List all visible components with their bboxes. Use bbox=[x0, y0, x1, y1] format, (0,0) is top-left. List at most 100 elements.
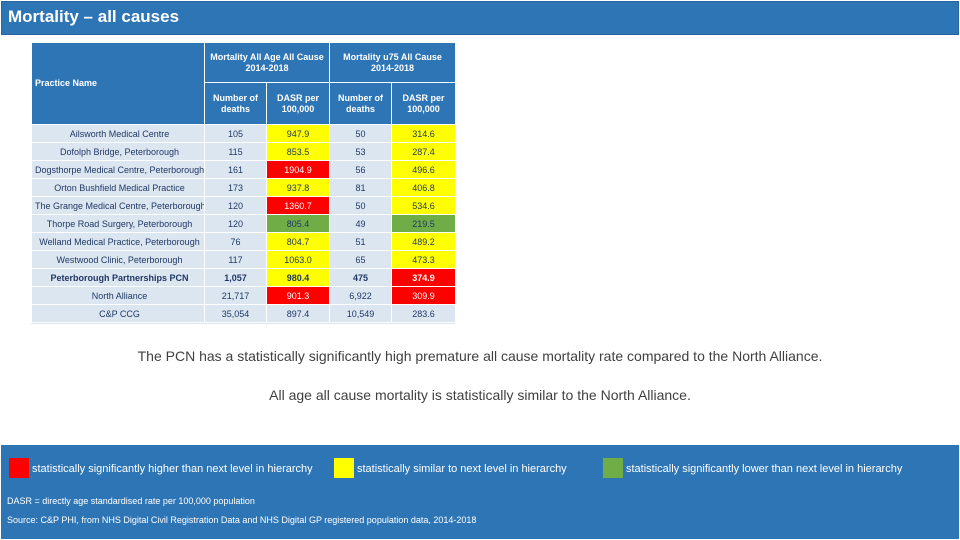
all-dasr-cell: 1360.7 bbox=[266, 196, 330, 215]
u75-dasr-header: DASR per 100,000 bbox=[390, 82, 457, 125]
u75-deaths-cell: 50 bbox=[329, 124, 392, 143]
deaths-header-line2: deaths bbox=[220, 103, 250, 114]
dasr-header-line1: DASR per bbox=[402, 92, 445, 103]
note-all-age-mortality: All age all cause mortality is statistic… bbox=[269, 387, 691, 403]
all-dasr-cell: 897.4 bbox=[266, 304, 330, 323]
table-row: Ailsworth Medical Centre 105 947.9 50 314.6 bbox=[31, 124, 457, 143]
all-deaths-header: Number of deaths bbox=[204, 82, 267, 125]
table-row: Welland Medical Practice, Peterborough 76… bbox=[31, 232, 457, 251]
u75-deaths-cell: 10,549 bbox=[329, 304, 392, 323]
practice-name-cell: Westwood Clinic, Peterborough bbox=[31, 250, 205, 269]
u75-dasr-cell: 314.6 bbox=[390, 124, 457, 143]
u75-deaths-cell: 56 bbox=[329, 160, 392, 179]
mortality-table-container: Practice Name Mortality All Age All Caus… bbox=[31, 42, 457, 324]
legend-yellow-swatch bbox=[334, 458, 354, 478]
table-row: Dogsthorpe Medical Centre, Peterborough 1… bbox=[31, 160, 457, 179]
table-row: Peterborough Partnerships PCN 1,057 980.4 4… bbox=[31, 268, 457, 287]
table-row: Orton Bushfield Medical Practice 173 937.8… bbox=[31, 178, 457, 197]
deaths-header-line2: deaths bbox=[345, 103, 375, 114]
u75-deaths-header: Number of deaths bbox=[329, 82, 392, 125]
title-bar: Mortality – all causes bbox=[1, 1, 959, 35]
practice-name-cell: North Alliance bbox=[31, 286, 205, 305]
u75-deaths-cell: 6,922 bbox=[329, 286, 392, 305]
all-deaths-cell: 117 bbox=[204, 250, 267, 269]
dasr-header-line1: DASR per bbox=[276, 92, 319, 103]
all-deaths-cell: 115 bbox=[204, 142, 267, 161]
all-deaths-cell: 105 bbox=[204, 124, 267, 143]
dasr-header-line2: 100,000 bbox=[407, 103, 440, 114]
u75-dasr-cell: 534.6 bbox=[390, 196, 457, 215]
u75-deaths-cell: 65 bbox=[329, 250, 392, 269]
u75-deaths-cell: 51 bbox=[329, 232, 392, 251]
all-deaths-cell: 173 bbox=[204, 178, 267, 197]
legend-label-higher: statistically significantly higher than … bbox=[32, 463, 313, 475]
practice-name-header: Practice Name bbox=[31, 42, 205, 125]
all-dasr-cell: 937.8 bbox=[266, 178, 330, 197]
all-deaths-cell: 120 bbox=[204, 196, 267, 215]
all-dasr-cell: 853.5 bbox=[266, 142, 330, 161]
legend-red-swatch bbox=[9, 458, 29, 478]
legend-label-similar: statistically similar to next level in h… bbox=[357, 463, 567, 475]
all-deaths-cell: 76 bbox=[204, 232, 267, 251]
u75-deaths-cell: 49 bbox=[329, 214, 392, 233]
all-dasr-cell: 1063.0 bbox=[266, 250, 330, 269]
u75-group-title: Mortality u75 All Cause bbox=[343, 51, 442, 62]
note-premature-mortality: The PCN has a statistically significantl… bbox=[137, 348, 823, 364]
practice-name-cell: Dogsthorpe Medical Centre, Peterborough bbox=[31, 160, 205, 179]
all-age-group-header: Mortality All Age All Cause 2014-2018 bbox=[204, 42, 330, 83]
practice-name-cell: The Grange Medical Centre, Peterborough bbox=[31, 196, 205, 215]
all-deaths-cell: 120 bbox=[204, 214, 267, 233]
all-dasr-cell: 1904.9 bbox=[266, 160, 330, 179]
practice-name-cell: Peterborough Partnerships PCN bbox=[31, 268, 205, 287]
u75-dasr-cell: 406.8 bbox=[390, 178, 457, 197]
all-deaths-cell: 1,057 bbox=[204, 268, 267, 287]
u75-dasr-cell: 496.6 bbox=[390, 160, 457, 179]
table-row: Thorpe Road Surgery, Peterborough 120 805.… bbox=[31, 214, 457, 233]
u75-dasr-cell: 309.9 bbox=[390, 286, 457, 305]
dasr-header-line2: 100,000 bbox=[281, 103, 315, 114]
source-note: Source: C&P PHI, from NHS Digital Civil … bbox=[7, 515, 477, 525]
all-dasr-header: DASR per 100,000 bbox=[266, 82, 330, 125]
all-dasr-cell: 805.4 bbox=[266, 214, 330, 233]
deaths-header-line1: Number of bbox=[213, 92, 258, 103]
all-dasr-cell: 901.3 bbox=[266, 286, 330, 305]
u75-group-period: 2014-2018 bbox=[370, 62, 415, 73]
u75-dasr-cell: 473.3 bbox=[390, 250, 457, 269]
page-title: Mortality – all causes bbox=[8, 7, 180, 26]
u75-deaths-cell: 81 bbox=[329, 178, 392, 197]
legend-panel: statistically significantly higher than … bbox=[1, 445, 959, 539]
table-row: Dofolph Bridge, Peterborough 115 853.5 53 28… bbox=[31, 142, 457, 161]
all-age-group-title: Mortality All Age All Cause bbox=[210, 51, 324, 62]
all-deaths-cell: 21,717 bbox=[204, 286, 267, 305]
practice-name-cell: Orton Bushfield Medical Practice bbox=[31, 178, 205, 197]
table-row: The Grange Medical Centre, Peterborough 1… bbox=[31, 196, 457, 215]
u75-deaths-cell: 53 bbox=[329, 142, 392, 161]
practice-name-cell: Thorpe Road Surgery, Peterborough bbox=[31, 214, 205, 233]
table-row: Westwood Clinic, Peterborough 117 1063.0 65… bbox=[31, 250, 457, 269]
all-dasr-cell: 980.4 bbox=[266, 268, 330, 287]
all-dasr-cell: 804.7 bbox=[266, 232, 330, 251]
u75-deaths-cell: 50 bbox=[329, 196, 392, 215]
u75-dasr-cell: 219.5 bbox=[390, 214, 457, 233]
all-dasr-cell: 947.9 bbox=[266, 124, 330, 143]
practice-name-cell: Welland Medical Practice, Peterborough bbox=[31, 232, 205, 251]
table-body: Ailsworth Medical Centre 105 947.9 50 314.6 D… bbox=[31, 124, 457, 323]
legend-green-swatch bbox=[603, 458, 623, 478]
u75-dasr-cell: 287.4 bbox=[390, 142, 457, 161]
u75-dasr-cell: 489.2 bbox=[390, 232, 457, 251]
practice-name-cell: C&P CCG bbox=[31, 304, 205, 323]
all-deaths-cell: 35,054 bbox=[204, 304, 267, 323]
u75-deaths-cell: 475 bbox=[329, 268, 392, 287]
u75-group-header: Mortality u75 All Cause 2014-2018 bbox=[328, 42, 457, 83]
legend-label-lower: statistically significantly lower than n… bbox=[626, 463, 903, 475]
u75-dasr-cell: 283.6 bbox=[390, 304, 457, 323]
deaths-header-line1: Number of bbox=[338, 92, 383, 103]
all-deaths-cell: 161 bbox=[204, 160, 267, 179]
all-age-group-period: 2014-2018 bbox=[245, 62, 289, 73]
mortality-table: Practice Name Mortality All Age All Caus… bbox=[31, 42, 457, 323]
dasr-definition: DASR = directly age standardised rate pe… bbox=[7, 496, 255, 506]
table-row: C&P CCG 35,054 897.4 10,549 283.6 bbox=[31, 304, 457, 323]
practice-name-cell: Ailsworth Medical Centre bbox=[31, 124, 205, 143]
practice-name-cell: Dofolph Bridge, Peterborough bbox=[31, 142, 205, 161]
table-row: North Alliance 21,717 901.3 6,922 309.9 bbox=[31, 286, 457, 305]
